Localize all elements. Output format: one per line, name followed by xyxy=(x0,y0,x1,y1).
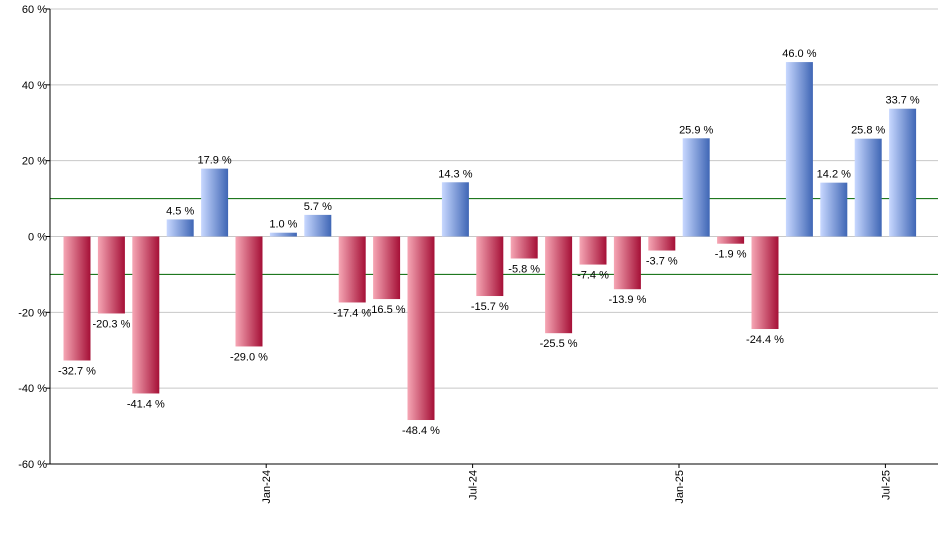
bar xyxy=(373,236,401,300)
data-label: 1.0 % xyxy=(269,219,297,231)
data-label: -25.5 % xyxy=(540,338,578,350)
data-label: -15.7 % xyxy=(471,301,509,313)
bar xyxy=(338,236,366,303)
x-tick-label: Jan-25 xyxy=(674,470,686,504)
x-tick-label: Jul-25 xyxy=(880,470,892,500)
y-tick-label: 0 % xyxy=(28,232,47,244)
bar xyxy=(63,236,91,361)
data-label: -29.0 % xyxy=(230,351,268,363)
data-label: -20.3 % xyxy=(92,318,130,330)
data-label: -48.4 % xyxy=(402,425,440,437)
bar xyxy=(407,236,435,421)
data-label: 33.7 % xyxy=(885,95,919,107)
bar xyxy=(717,236,745,244)
bar xyxy=(235,236,263,347)
data-label: 4.5 % xyxy=(166,205,194,217)
bar xyxy=(166,219,194,237)
data-label: 25.8 % xyxy=(851,125,885,137)
data-label: -16.5 % xyxy=(368,304,406,316)
x-tick-label: Jul-24 xyxy=(468,470,480,500)
bar xyxy=(854,138,882,237)
data-label: -24.4 % xyxy=(746,334,784,346)
data-label: 14.2 % xyxy=(817,169,851,181)
bar xyxy=(269,232,297,237)
y-tick-label: 20 % xyxy=(22,156,47,168)
data-label: -41.4 % xyxy=(127,398,165,410)
bar xyxy=(682,138,710,237)
bar xyxy=(510,236,538,259)
bar xyxy=(579,236,607,265)
data-label: -32.7 % xyxy=(58,365,96,377)
bar xyxy=(304,214,332,237)
bar xyxy=(785,62,813,237)
bar xyxy=(545,236,573,334)
bar xyxy=(751,236,779,330)
data-label: -1.9 % xyxy=(715,249,747,261)
data-label: 46.0 % xyxy=(782,48,816,60)
data-label: 5.7 % xyxy=(304,201,332,213)
bar xyxy=(201,168,229,237)
bar xyxy=(476,236,504,297)
data-label: -3.7 % xyxy=(646,256,678,268)
y-tick-label: -40 % xyxy=(18,383,47,395)
axes: 60 % 40 % 20 % 0 % -20 % -40 % -60 % Jan-24 Jul-… xyxy=(18,4,938,504)
y-tick-label: -60 % xyxy=(18,459,47,471)
bar xyxy=(648,236,676,251)
bar xyxy=(613,236,641,290)
data-label: 14.3 % xyxy=(438,168,472,180)
bar xyxy=(441,182,469,237)
y-tick-label: 60 % xyxy=(22,4,47,16)
y-tick-label: 40 % xyxy=(22,80,47,92)
bars xyxy=(63,62,917,421)
data-label: 25.9 % xyxy=(679,124,713,136)
bar xyxy=(132,236,160,394)
data-label: -7.4 % xyxy=(577,270,609,282)
bar xyxy=(820,182,848,237)
x-tick-label: Jan-24 xyxy=(261,470,273,504)
value-labels: -32.7 % -20.3 % -41.4 % 4.5 % 17.9 % -29.0 % 1… xyxy=(58,48,920,437)
bar xyxy=(97,236,125,314)
data-label: -17.4 % xyxy=(333,307,371,319)
y-tick-label: -20 % xyxy=(18,307,47,319)
data-label: -13.9 % xyxy=(608,294,646,306)
bar xyxy=(889,108,917,237)
data-label: 17.9 % xyxy=(197,155,231,167)
data-label: -5.8 % xyxy=(508,263,540,275)
